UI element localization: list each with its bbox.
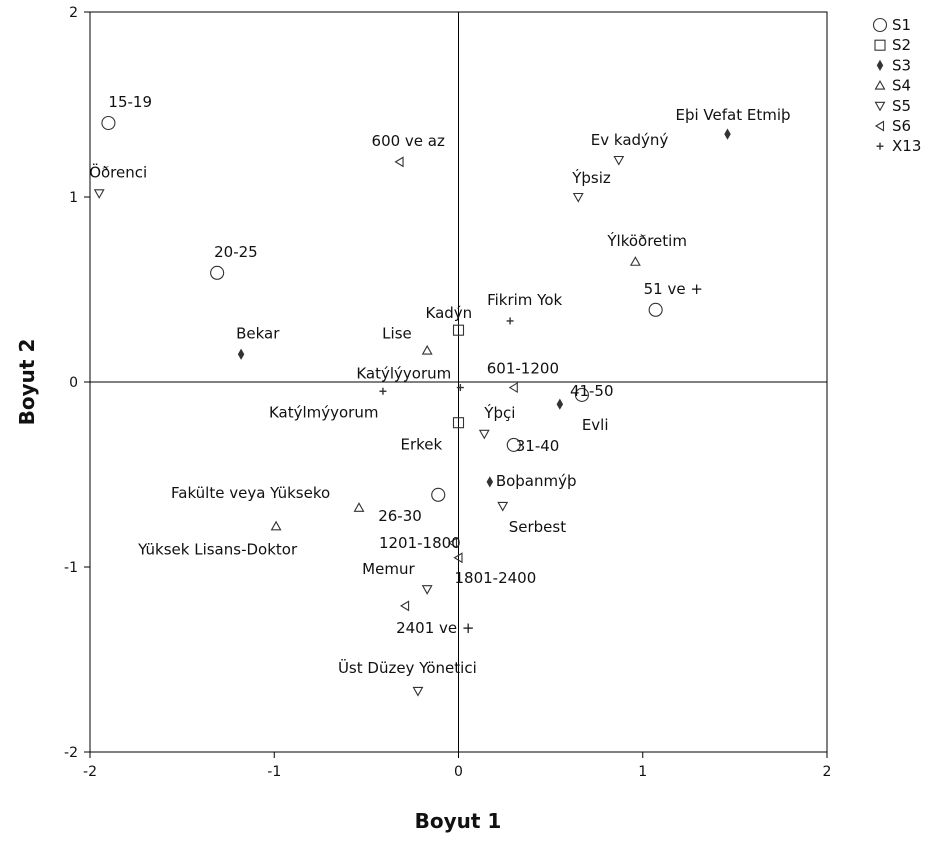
legend-label: S4	[892, 77, 911, 95]
legend-label: S5	[892, 97, 911, 115]
point-label: Üst Düzey Yönetici	[338, 658, 477, 677]
point-label: Öðrenci	[89, 162, 147, 181]
point-s6-marker	[447, 537, 458, 549]
legend-label: S6	[892, 117, 911, 135]
point-s1-marker	[506, 437, 521, 452]
point-s4-marker	[353, 502, 365, 512]
point-s5-marker	[613, 155, 625, 166]
point-s3-marker	[724, 128, 731, 140]
point-label: Evli	[582, 416, 609, 434]
point-s4-marker	[629, 256, 641, 266]
point-x13-marker	[379, 387, 387, 395]
x-axis-title: Boyut 1	[415, 809, 502, 833]
point-label: 51 ve +	[644, 280, 703, 298]
legend-label: S2	[892, 36, 911, 54]
point-x13-marker	[456, 384, 464, 392]
point-s1-marker	[648, 302, 663, 317]
y-tick-label: 1	[69, 190, 78, 206]
point-s1-marker	[101, 115, 116, 131]
point-label: Lise	[382, 325, 412, 343]
point-label: 26-30	[378, 507, 422, 525]
point-s3-marker	[556, 398, 564, 410]
point-label: 31-40	[516, 437, 560, 455]
point-s1-marker	[574, 387, 589, 403]
point-label: Ýþçi	[483, 403, 515, 422]
point-s4-marker	[421, 344, 433, 355]
point-label: Fikrim Yok	[487, 291, 562, 309]
point-label: Ev kadýný	[591, 131, 669, 149]
legend-marker-s3	[876, 59, 884, 71]
y-tick-label: 0	[69, 375, 78, 391]
point-label: Katýlmýyorum	[269, 403, 379, 421]
legend-marker-x13	[876, 142, 884, 150]
x-tick-label: 2	[823, 764, 832, 780]
point-s2-marker	[452, 417, 465, 429]
point-label: Katýlýyorum	[356, 365, 451, 383]
point-label: 20-25	[214, 243, 258, 261]
point-label: Ýlköðretim	[606, 231, 687, 250]
point-s4-marker	[270, 520, 282, 531]
point-label: Ýþsiz	[571, 168, 611, 187]
point-s6-marker	[453, 552, 463, 564]
point-s1-marker	[210, 265, 225, 280]
point-s5-marker	[572, 192, 584, 203]
legend-marker-s2	[874, 39, 886, 51]
legend-marker-s5	[874, 101, 886, 112]
legend-label: S1	[892, 16, 911, 34]
point-label: Erkek	[401, 436, 443, 454]
legend-marker-s4	[874, 79, 886, 90]
y-tick-label: -2	[64, 745, 78, 761]
point-s1-marker	[431, 487, 446, 502]
point-label: Bekar	[236, 324, 280, 342]
point-s3-marker	[486, 476, 494, 488]
point-label: 15-19	[108, 93, 152, 111]
point-s5-marker	[478, 429, 490, 440]
point-s6-marker	[508, 382, 518, 394]
point-label: 2401 ve +	[396, 619, 474, 637]
point-label: 41-50	[570, 382, 614, 400]
point-s5-marker	[412, 686, 424, 697]
point-s6-marker	[399, 600, 410, 612]
point-label: Serbest	[509, 518, 566, 536]
point-label: Kadýn	[426, 304, 473, 322]
point-s5-marker	[93, 189, 105, 199]
y-axis-title: Boyut 2	[15, 339, 39, 426]
point-x13-marker	[506, 317, 514, 325]
point-label: Memur	[362, 560, 415, 578]
point-label: Fakülte veya Yükseko	[171, 484, 330, 502]
y-tick-label: 2	[69, 5, 78, 21]
point-s5-marker	[497, 501, 509, 512]
legend-marker-s6	[874, 120, 885, 132]
legend-label: X13	[892, 137, 921, 155]
y-tick-label: -1	[64, 560, 78, 576]
point-label: 1201-1800	[379, 534, 461, 552]
point-s5-marker	[421, 585, 433, 595]
point-s6-marker	[394, 156, 404, 168]
point-label: Boþanmýþ	[496, 472, 577, 490]
legend-marker-s1	[872, 17, 888, 33]
legend-label: S3	[892, 56, 911, 74]
point-label: 1801-2400	[455, 569, 537, 587]
point-label: 600 ve az	[372, 132, 445, 150]
x-tick-label: 1	[638, 764, 647, 780]
x-tick-label: 0	[454, 764, 463, 780]
point-s2-marker	[452, 324, 465, 336]
point-label: Eþi Vefat Etmiþ	[676, 106, 791, 124]
x-tick-label: -2	[83, 764, 97, 780]
x-tick-label: -1	[267, 764, 281, 780]
point-label: Yüksek Lisans-Doktor	[137, 540, 298, 558]
point-label: 601-1200	[487, 360, 559, 378]
point-s3-marker	[237, 348, 245, 360]
